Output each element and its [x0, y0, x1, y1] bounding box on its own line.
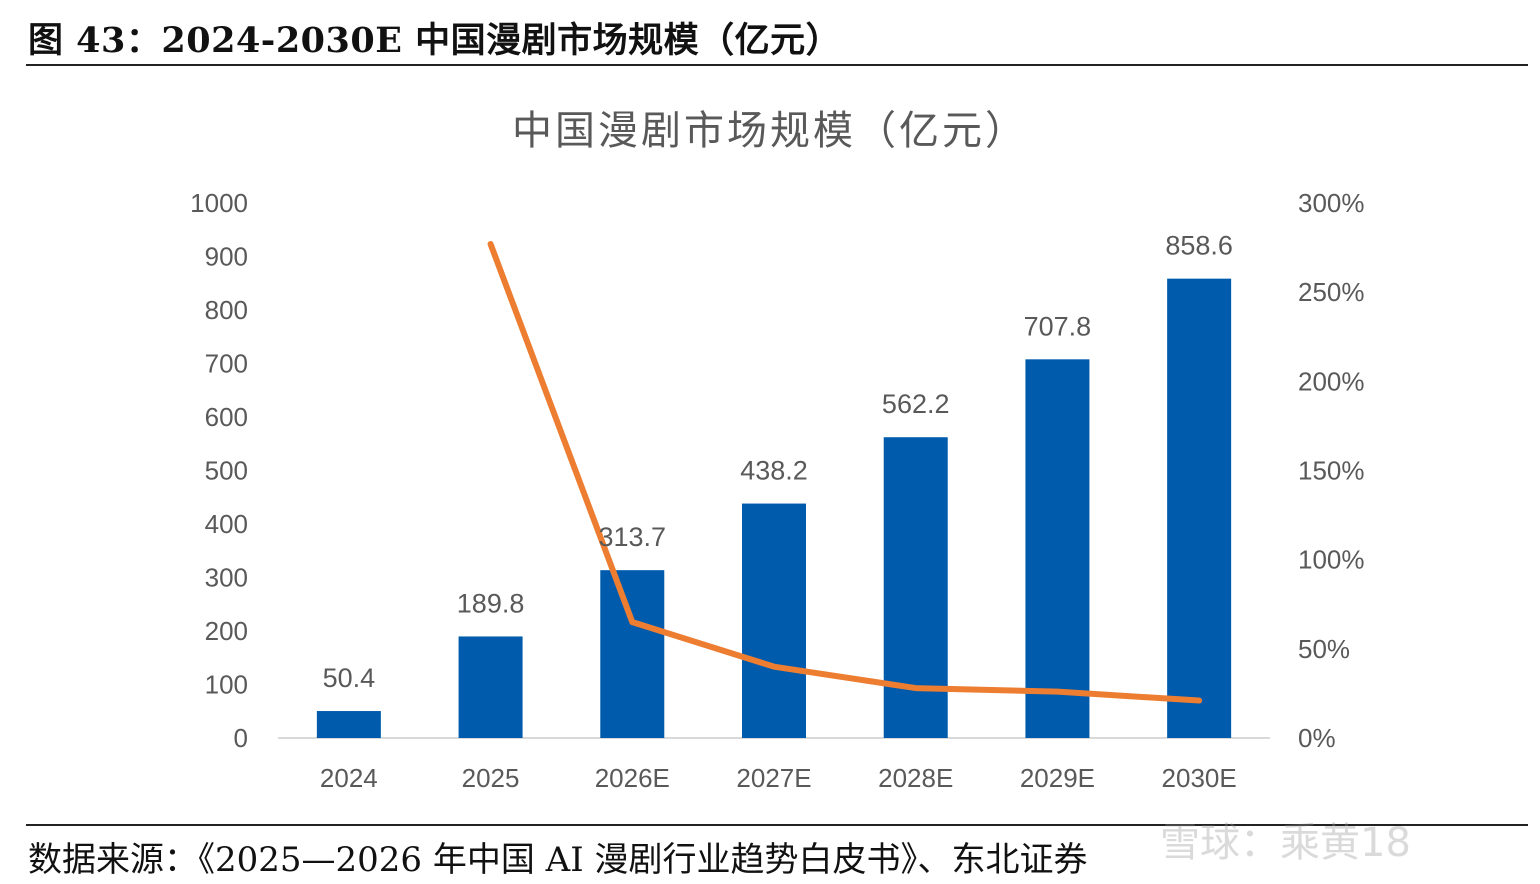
right-axis: 0% 50% 100% 150% 200% 250% 300% — [1298, 188, 1365, 753]
x-axis: 2024 2025 2026E 2027E 2028E 2029E 2030E — [278, 737, 1270, 793]
growth-line — [487, 241, 1203, 704]
right-axis-tick-label: 0% — [1298, 723, 1336, 753]
x-axis-tick-label: 2028E — [878, 763, 953, 793]
right-axis-tick-label: 100% — [1298, 545, 1365, 575]
bar-data-label: 50.4 — [323, 663, 376, 693]
bar — [316, 711, 381, 738]
bar-data-label: 858.6 — [1165, 231, 1233, 261]
left-axis-tick-label: 700 — [205, 349, 248, 379]
bar-series — [316, 278, 1232, 738]
bar — [1025, 359, 1090, 738]
left-axis-tick-label: 400 — [205, 509, 248, 539]
bar — [883, 437, 948, 738]
right-axis-tick-label: 250% — [1298, 277, 1365, 307]
right-axis-tick-label: 50% — [1298, 634, 1350, 664]
growth-line-series — [487, 241, 1203, 704]
watermark: 雪球：乘黄18 — [1160, 820, 1411, 866]
right-axis-tick-label: 300% — [1298, 188, 1365, 218]
bar-data-label: 438.2 — [740, 456, 808, 486]
right-axis-tick-label: 200% — [1298, 366, 1365, 396]
bar-data-label: 562.2 — [882, 389, 950, 419]
bar — [600, 570, 665, 738]
top-rule — [26, 64, 1528, 66]
x-axis-tick-label: 2026E — [595, 763, 670, 793]
bar-data-label: 313.7 — [598, 522, 666, 552]
left-axis-tick-label: 900 — [205, 242, 248, 272]
bottom-rule — [26, 824, 1528, 826]
left-axis-tick-label: 0 — [234, 723, 248, 753]
bar — [742, 503, 806, 738]
left-axis-tick-label: 100 — [205, 670, 248, 700]
source-note: 数据来源：《2025—2026 年中国 AI 漫剧行业趋势白皮书》、东北证券 — [28, 840, 1088, 880]
right-axis-tick-label: 150% — [1298, 456, 1365, 486]
x-axis-tick-label: 2029E — [1020, 763, 1095, 793]
x-axis-tick-label: 2024 — [320, 763, 378, 793]
left-axis-tick-label: 1000 — [190, 188, 248, 218]
bar — [458, 636, 523, 738]
chart-title: 中国漫剧市场规模（亿元） — [512, 108, 1028, 154]
left-axis-tick-label: 500 — [205, 456, 248, 486]
x-axis-tick-label: 2027E — [736, 763, 811, 793]
left-axis: 0 100 200 300 400 500 600 700 800 900 1000 — [190, 188, 248, 753]
left-axis-tick-label: 300 — [205, 563, 248, 593]
x-axis-tick-label: 2025 — [462, 763, 520, 793]
bar — [1167, 278, 1232, 738]
x-axis-tick-label: 2030E — [1162, 763, 1237, 793]
left-axis-tick-label: 800 — [205, 295, 248, 325]
bar-data-label: 189.8 — [457, 588, 525, 618]
bar-data-label: 707.8 — [1024, 311, 1092, 341]
left-axis-tick-label: 200 — [205, 616, 248, 646]
data-labels: 50.4 189.8 313.7 438.2 562.2 707.8 858.6 — [323, 231, 1233, 693]
left-axis-tick-label: 600 — [205, 402, 248, 432]
figure-caption: 图 43：2024-2030E 中国漫剧市场规模（亿元） — [28, 20, 842, 61]
